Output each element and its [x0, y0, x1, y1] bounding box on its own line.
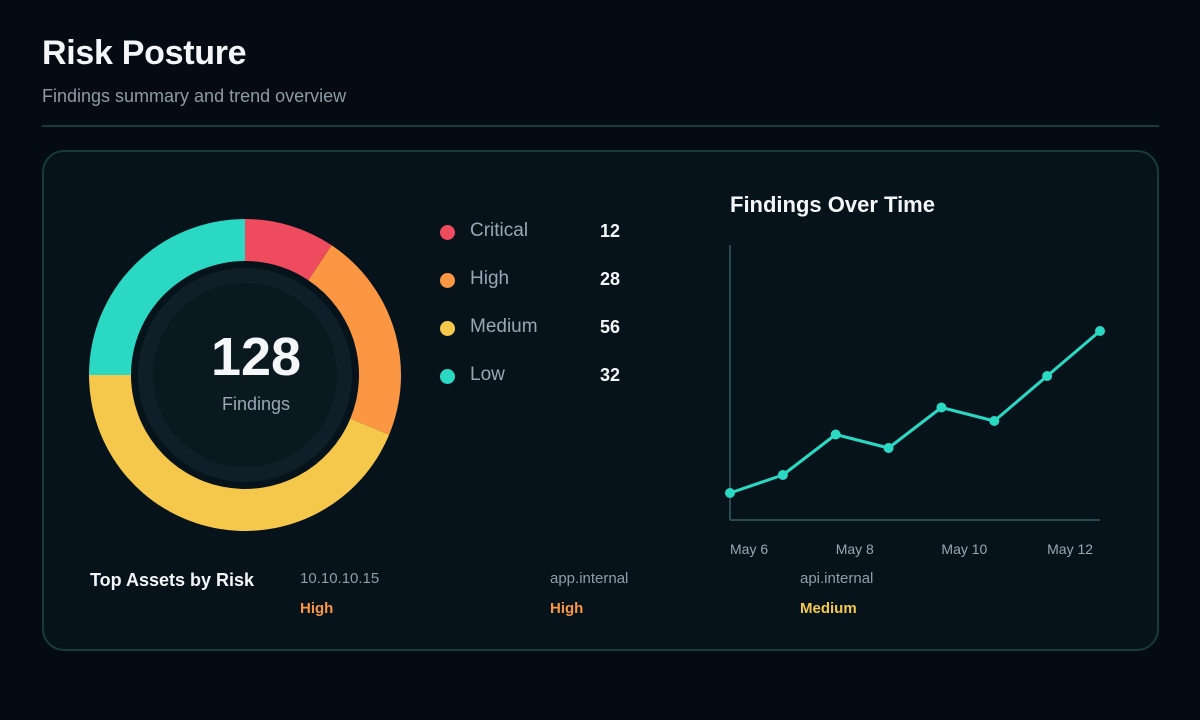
- asset-risk-label: High: [550, 600, 584, 617]
- trend-data-point: [1042, 371, 1053, 381]
- legend-label: Low: [470, 364, 505, 385]
- trend-data-point: [725, 488, 735, 498]
- x-tick-label: May 8: [836, 541, 874, 557]
- page-header: Risk Posture Findings summary and trend …: [42, 34, 346, 107]
- trend-data-point: [989, 416, 1000, 426]
- legend-item-medium: Medium 56: [440, 312, 660, 360]
- page-subtitle: Findings summary and trend overview: [42, 86, 347, 106]
- total-findings-value: 128: [210, 327, 302, 387]
- top-assets-title: Top Assets by Risk: [90, 570, 255, 590]
- asset-name: 10.10.10.15: [300, 570, 380, 587]
- asset-item: api.internal Medium: [800, 570, 1020, 617]
- legend-value: 32: [600, 365, 621, 385]
- donut-slice-low: [89, 219, 245, 375]
- asset-name: api.internal: [800, 570, 874, 587]
- x-tick-label: May 10: [941, 541, 987, 557]
- header-divider: [42, 125, 1159, 127]
- trend-data-point: [1095, 326, 1105, 336]
- critical-dot: [440, 225, 455, 240]
- legend-value: 12: [600, 221, 621, 241]
- donut-slice-critical: [245, 219, 332, 281]
- donut-center: 128 Findings: [166, 330, 346, 415]
- legend-value: 56: [600, 317, 621, 337]
- trend-data-point: [936, 402, 947, 413]
- low-dot: [440, 369, 455, 384]
- legend-label: High: [470, 268, 510, 289]
- donut-hole: [153, 283, 337, 467]
- legend-item-high: High 28: [440, 264, 660, 312]
- trend-data-point: [883, 443, 894, 453]
- asset-name: app.internal: [550, 570, 629, 587]
- legend-value: 28: [600, 269, 621, 289]
- legend-item-low: Low 32: [440, 360, 660, 408]
- x-tick-label: May 6: [730, 541, 768, 557]
- severity-donut-chart: [89, 219, 401, 531]
- legend-label: Medium: [470, 316, 538, 337]
- medium-dot: [440, 321, 455, 336]
- trend-series-line: [729, 329, 1101, 495]
- findings-trend-chart: May 6 May 8 May 10 May 12: [725, 245, 1105, 557]
- page-title: Risk Posture: [42, 34, 247, 72]
- asset-risk-label: Medium: [800, 600, 857, 617]
- asset-item: app.internal High: [550, 570, 770, 617]
- trend-data-point: [777, 470, 788, 480]
- total-findings-label: Findings: [221, 394, 291, 414]
- severity-legend: Critical 12 High 28 Medium 56 Low 32: [440, 216, 660, 408]
- legend-item-critical: Critical 12: [440, 216, 660, 264]
- asset-risk-label: High: [300, 600, 334, 617]
- asset-item: 10.10.10.15 High: [300, 570, 520, 617]
- legend-label: Critical: [470, 220, 529, 241]
- x-tick-label: May 12: [1047, 541, 1093, 557]
- trend-data-point: [830, 429, 841, 440]
- donut-slice-medium: [89, 375, 390, 531]
- trend-chart-title: Findings Over Time: [730, 192, 935, 217]
- high-dot: [440, 273, 455, 288]
- donut-slice-high: [308, 245, 401, 435]
